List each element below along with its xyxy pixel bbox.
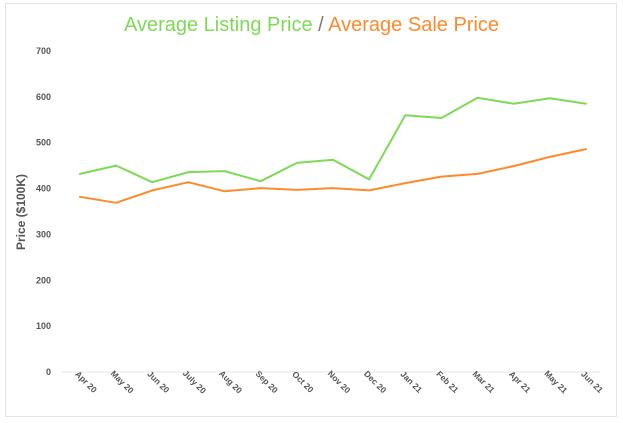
x-tick-label: Apr 20 [73,369,99,395]
y-tick-label: 200 [36,275,51,285]
chart-title: Average Listing Price / Average Sale Pri… [0,14,623,37]
y-axis-ticks: 0 100 200 300 400 500 600 700 [36,46,51,377]
title-sale-price: Average Sale Price [328,14,500,36]
series-lines [79,96,587,204]
x-tick-label: Sep 20 [254,369,281,396]
y-tick-label: 700 [36,46,51,56]
y-tick-label: 100 [36,321,51,331]
chart-frame [5,3,617,417]
series-line-sale-price [79,148,587,204]
x-tick-label: Dec 20 [362,369,389,396]
x-tick-label: Feb 21 [434,369,460,395]
y-tick-label: 0 [46,367,51,377]
x-tick-label: Jun 21 [579,369,605,395]
x-tick-label: Nov 20 [326,368,353,395]
y-tick-label: 500 [36,138,51,148]
y-tick-label: 600 [36,92,51,102]
title-listing-price: Average Listing Price [123,14,313,36]
x-tick-label: Apr 21 [507,369,533,395]
x-tick-label: Jan 21 [399,369,425,395]
y-tick-label: 300 [36,229,51,239]
title-separator: / [312,14,329,36]
y-tick-label: 400 [36,184,51,194]
x-tick-label: Jun 20 [145,369,171,395]
series-line-listing-price [79,96,587,184]
x-tick-label: Mar 21 [471,369,497,395]
x-tick-label: Oct 20 [290,369,316,395]
